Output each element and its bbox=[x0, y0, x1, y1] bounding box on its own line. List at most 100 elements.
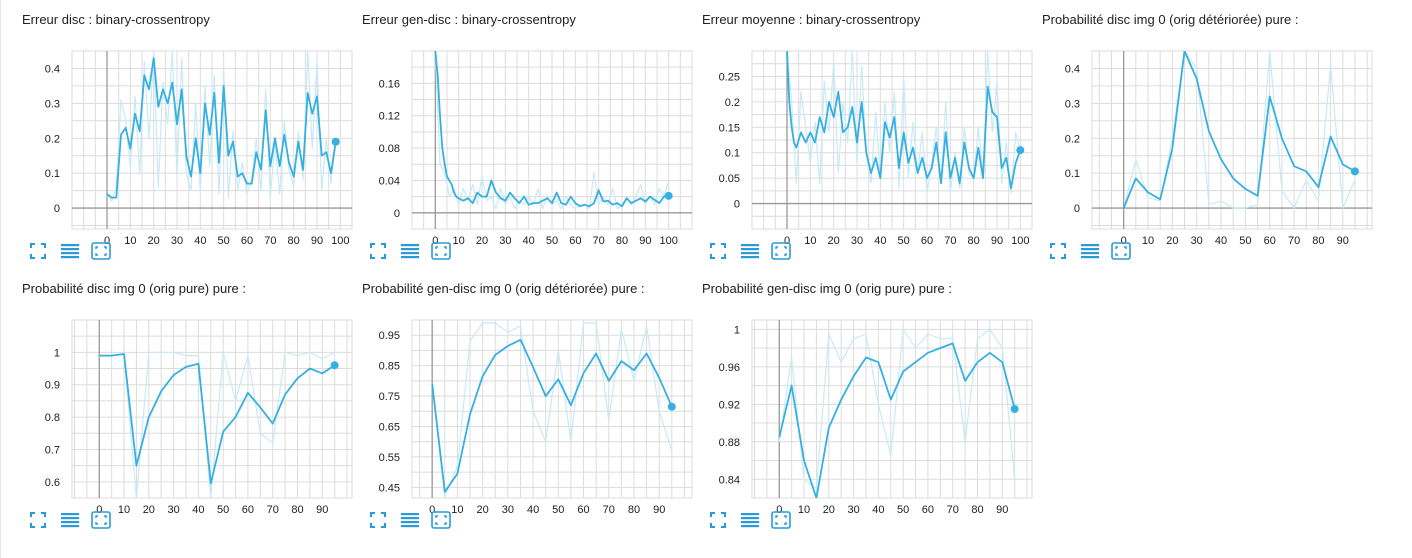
x-tick-label: 60 bbox=[569, 235, 581, 247]
x-tick-label: 90 bbox=[1337, 235, 1349, 247]
x-tick-label: 30 bbox=[851, 235, 863, 247]
x-tick-label: 30 bbox=[499, 235, 511, 247]
x-axis-tick-labels: 0 10 20 30 40 50 60 70 80 90 bbox=[776, 504, 1008, 516]
x-tick-label: 60 bbox=[242, 504, 254, 516]
toggle-log-y-icon[interactable] bbox=[739, 509, 761, 531]
zoom-to-fit-icon[interactable] bbox=[1110, 240, 1132, 262]
chart-plot[interactable]: 0 10 20 30 40 50 60 70 80 90 0.84 0.88 0.92 0.96 1 bbox=[702, 301, 1042, 516]
fit-to-screen-icon[interactable] bbox=[707, 240, 729, 262]
series-line-smoothed bbox=[786, 51, 1022, 190]
chart-plot[interactable]: 0 10 20 30 40 50 60 70 80 90 100 0 0.05 0.1 0.15 0.2 0.2… bbox=[702, 32, 1042, 247]
x-tick-label: 90 bbox=[996, 504, 1008, 516]
x-tick-label: 10 bbox=[1142, 235, 1154, 247]
fit-to-screen-icon[interactable] bbox=[27, 509, 49, 531]
x-tick-label: 0 bbox=[96, 504, 102, 516]
y-tick-label: 0.12 bbox=[379, 111, 400, 123]
x-tick-label: 50 bbox=[1239, 235, 1251, 247]
plot-frame bbox=[411, 50, 693, 230]
x-tick-label: 70 bbox=[947, 504, 959, 516]
x-tick-label: 10 bbox=[118, 504, 130, 516]
x-tick-label: 60 bbox=[922, 504, 934, 516]
series-line-raw bbox=[99, 351, 335, 498]
series-line-smoothed bbox=[434, 51, 669, 208]
toggle-log-y-icon[interactable] bbox=[739, 240, 761, 262]
x-axis-tick-labels: 0 10 20 30 40 50 60 70 80 90 bbox=[429, 504, 665, 516]
x-tick-label: 90 bbox=[653, 504, 665, 516]
zoom-to-fit-icon[interactable] bbox=[90, 509, 112, 531]
x-tick-label: 0 bbox=[429, 504, 435, 516]
last-value-point bbox=[664, 191, 673, 200]
x-tick-label: 80 bbox=[971, 504, 983, 516]
chart-toolbar bbox=[1042, 240, 1162, 262]
y-tick-label: 0.88 bbox=[719, 437, 740, 449]
y-tick-label: 0.1 bbox=[45, 168, 60, 180]
chart-title: Probabilité disc img 0 (orig pure) pure … bbox=[22, 281, 246, 296]
series-line-smoothed bbox=[431, 338, 673, 493]
x-tick-label: 80 bbox=[968, 235, 980, 247]
x-tick-label: 40 bbox=[194, 235, 206, 247]
chart-plot[interactable]: 0 10 20 30 40 50 60 70 80 90 100 0 0.1 0.2 0.3 0.4 bbox=[22, 32, 362, 247]
last-value-point bbox=[1010, 405, 1019, 413]
x-tick-label: 30 bbox=[167, 504, 179, 516]
y-tick-label: 0.04 bbox=[379, 175, 400, 187]
x-tick-label: 20 bbox=[477, 504, 489, 516]
zoom-to-fit-icon[interactable] bbox=[770, 240, 792, 262]
chart-card: Probabilité disc img 0 (orig détériorée)… bbox=[1042, 12, 1382, 277]
fit-to-screen-icon[interactable] bbox=[367, 509, 389, 531]
grid-lines bbox=[751, 319, 1033, 499]
fit-to-screen-icon[interactable] bbox=[1047, 240, 1069, 262]
chart-plot[interactable]: 0 10 20 30 40 50 60 70 80 90 100 0 0.04 0.08 0.12 0.16 bbox=[362, 32, 702, 247]
last-value-point bbox=[667, 402, 676, 411]
y-tick-label: 0 bbox=[394, 208, 400, 220]
x-tick-label: 30 bbox=[502, 504, 514, 516]
x-tick-label: 30 bbox=[847, 504, 859, 516]
x-tick-label: 100 bbox=[659, 235, 677, 247]
fit-to-screen-icon[interactable] bbox=[707, 509, 729, 531]
toggle-log-y-icon[interactable] bbox=[399, 240, 421, 262]
toggle-log-y-icon[interactable] bbox=[59, 509, 81, 531]
series-line-smoothed bbox=[106, 57, 337, 199]
y-tick-label: 0.2 bbox=[725, 97, 740, 109]
y-tick-label: 0.16 bbox=[379, 78, 400, 90]
fit-to-screen-icon[interactable] bbox=[27, 240, 49, 262]
x-tick-label: 70 bbox=[1288, 235, 1300, 247]
y-tick-label: 0.05 bbox=[719, 173, 740, 185]
y-axis-tick-labels: 0.45 0.55 0.65 0.75 0.85 0.95 bbox=[379, 330, 400, 494]
x-axis-tick-labels: 0 10 20 30 40 50 60 70 80 90 bbox=[96, 504, 328, 516]
y-tick-label: 0.25 bbox=[719, 71, 740, 83]
chart-toolbar bbox=[22, 509, 142, 531]
chart-plot[interactable]: 0 10 20 30 40 50 60 70 80 90 0 0.1 0.2 0.3 0.4 bbox=[1042, 32, 1382, 247]
zoom-to-fit-icon[interactable] bbox=[90, 240, 112, 262]
chart-plot[interactable]: 0 10 20 30 40 50 60 70 80 900.450.550.650.750.850… bbox=[362, 301, 702, 516]
x-tick-label: 10 bbox=[798, 504, 810, 516]
fit-to-screen-icon[interactable] bbox=[367, 240, 389, 262]
y-tick-label: 0.2 bbox=[1065, 133, 1080, 145]
x-tick-label: 20 bbox=[828, 235, 840, 247]
toggle-log-y-icon[interactable] bbox=[399, 509, 421, 531]
y-tick-label: 0.7 bbox=[45, 444, 60, 456]
last-value-point bbox=[331, 137, 340, 146]
chart-title: Erreur gen-disc : binary-crossentropy bbox=[362, 12, 576, 27]
x-tick-label: 90 bbox=[316, 504, 328, 516]
plot-frame bbox=[1091, 50, 1373, 230]
y-tick-label: 0.4 bbox=[1065, 63, 1080, 75]
x-tick-label: 0 bbox=[432, 235, 438, 247]
y-tick-label: 0.75 bbox=[379, 391, 400, 403]
x-tick-label: 70 bbox=[593, 235, 605, 247]
toggle-log-y-icon[interactable] bbox=[59, 240, 81, 262]
x-tick-label: 90 bbox=[639, 235, 651, 247]
chart-plot[interactable]: 0 10 20 30 40 50 60 70 80 90 0.6 0.7 0.8 0.9 1 bbox=[22, 301, 362, 516]
chart-toolbar bbox=[702, 240, 822, 262]
x-axis-tick-labels: 0 10 20 30 40 50 60 70 80 90 bbox=[1121, 235, 1349, 247]
toggle-log-y-icon[interactable] bbox=[1079, 240, 1101, 262]
chart-card: Erreur moyenne : binary-crossentropy 0 10 2… bbox=[702, 12, 1042, 277]
grid-lines bbox=[71, 50, 353, 230]
zoom-to-fit-icon[interactable] bbox=[430, 240, 452, 262]
grid-lines bbox=[411, 319, 693, 499]
y-tick-label: 0.65 bbox=[379, 421, 400, 433]
y-tick-label: 0.9 bbox=[45, 380, 60, 392]
zoom-to-fit-icon[interactable] bbox=[770, 509, 792, 531]
y-tick-label: 0 bbox=[54, 203, 60, 215]
zoom-to-fit-icon[interactable] bbox=[430, 509, 452, 531]
series-line-smoothed bbox=[778, 342, 1016, 498]
